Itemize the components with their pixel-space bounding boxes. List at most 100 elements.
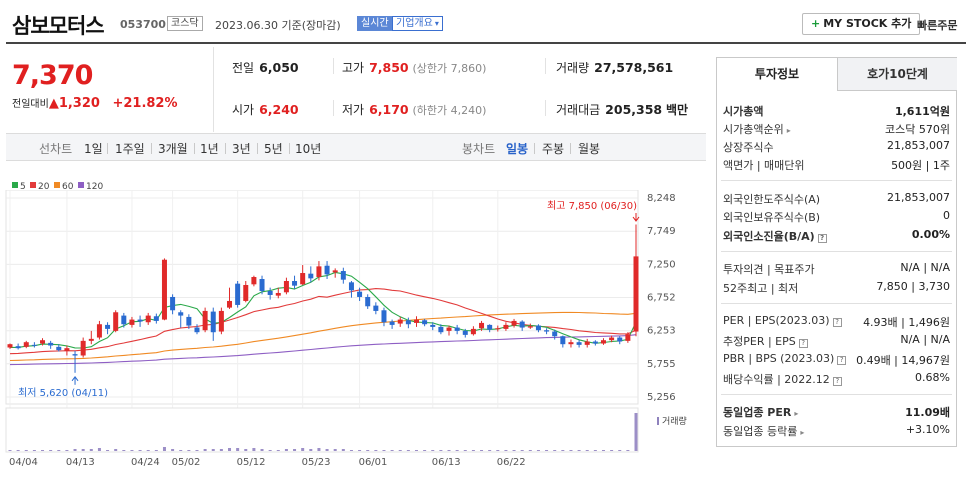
company-overview-dropdown[interactable]: 기업개요 ▾ (392, 16, 443, 31)
candle (137, 319, 143, 322)
candle (584, 341, 590, 345)
help-icon[interactable]: ? (817, 234, 827, 243)
tab-separator (107, 143, 108, 154)
tab-1year[interactable]: 1년 (200, 142, 219, 156)
volume-bar (358, 450, 362, 451)
prev-close: 전일 6,050 (232, 59, 299, 76)
tab-3months[interactable]: 3개월 (158, 142, 188, 156)
candle (300, 273, 306, 285)
low-value: 6,170 (369, 102, 409, 117)
candle (292, 281, 298, 286)
quick-order-link[interactable]: 빠른주문 (917, 19, 958, 32)
volume-bar (610, 450, 614, 451)
legend-ma60: 60 (54, 182, 73, 192)
amount-unit: 백만 (665, 103, 689, 117)
amount-value: 205,358 (605, 102, 663, 117)
realtime-tag[interactable]: 실시간 (357, 16, 393, 31)
foreign-limit-label: 외국인한도주식수(A) (723, 193, 821, 206)
ind-per-value: 11.09배 (905, 406, 950, 419)
candle (422, 320, 428, 325)
volume-bar (138, 450, 142, 451)
x-tick-label: 05/23 (302, 457, 331, 468)
help-icon[interactable]: ? (837, 356, 847, 365)
volume-bar (122, 450, 126, 451)
candle (56, 346, 62, 351)
tab-daily[interactable]: 일봉 (506, 142, 529, 156)
legend-ma5: 5 (12, 182, 26, 192)
tab-5years[interactable]: 5년 (264, 142, 283, 156)
div-value: 0.68% (915, 371, 950, 384)
help-icon[interactable]: ? (832, 377, 842, 386)
cell-divider (333, 58, 334, 74)
divider (721, 251, 952, 252)
volume-bar (130, 450, 134, 451)
tab-order-book[interactable]: 호가10단계 (837, 58, 957, 91)
price-chart[interactable]: 8,248 7,749 7,250 6,752 6,253 5,755 5,256 04/04… (0, 190, 712, 470)
tab-1week[interactable]: 1주일 (115, 142, 145, 156)
open-price: 시가 6,240 (232, 101, 299, 118)
volume-bar (536, 450, 540, 451)
est-per-eps: 추정PER | EPS? (723, 333, 808, 349)
candle (438, 326, 444, 333)
candle (535, 325, 541, 331)
volume-area (5, 407, 639, 453)
low-label: 저가 (342, 103, 365, 117)
candle (243, 284, 249, 301)
candle (600, 340, 606, 344)
tab-1day[interactable]: 1일 (84, 142, 103, 156)
moving-average-line (9, 311, 637, 362)
candle (405, 320, 411, 325)
volume-bar (65, 450, 69, 451)
legend-label: 60 (62, 182, 74, 192)
volume-bar (276, 450, 280, 451)
help-icon[interactable]: ? (832, 318, 842, 327)
moving-average-line (9, 334, 637, 366)
volume-bar (341, 449, 345, 451)
help-icon[interactable]: ? (798, 339, 808, 348)
volume-bar (561, 450, 565, 451)
tab-line-chart[interactable]: 선차트 (39, 142, 73, 156)
dividend-yield: 배당수익률 | 2022.12? (723, 371, 842, 387)
volume-bar (577, 450, 581, 451)
y-tick-label: 6,253 (647, 326, 676, 337)
investment-info-panel: 투자정보 호가10단계 시가총액 1,611억원 시가총액순위 ▸ 코스닥 570… (716, 57, 957, 447)
lower-limit-note: (하한가 4,240) (412, 104, 487, 117)
shares-label: 상장주식수 (723, 141, 774, 154)
industry-rate: 동일업종 등락률 ▸ (723, 423, 804, 439)
candle (519, 321, 525, 328)
candle (324, 265, 330, 275)
volume-bar (179, 450, 183, 451)
face-value-label: 액면가 | 매매단위 (723, 159, 805, 172)
volume-bar (431, 450, 435, 451)
tab-10years[interactable]: 10년 (295, 142, 322, 156)
candle (592, 341, 598, 344)
tab-3years[interactable]: 3년 (232, 142, 251, 156)
candle (218, 310, 224, 332)
volume-value: 27,578,561 (594, 60, 674, 75)
tab-monthly[interactable]: 월봉 (578, 142, 601, 156)
tab-weekly[interactable]: 주봉 (542, 142, 565, 156)
add-mystock-button[interactable]: + MY STOCK 추가 (802, 13, 921, 35)
week52-value: 7,850 | 3,730 (876, 280, 950, 293)
tab-candle-chart[interactable]: 봉차트 (462, 142, 496, 156)
divider (721, 303, 952, 304)
volume-bar (41, 450, 45, 451)
candle (397, 319, 403, 324)
candle (357, 291, 363, 297)
x-tick-label: 04/13 (66, 457, 95, 468)
high-value: 7,850 (369, 60, 409, 75)
x-tick-label: 04/24 (131, 457, 160, 468)
volume-bar (236, 448, 240, 451)
tab-investment-info[interactable]: 투자정보 (717, 58, 837, 91)
x-tick-label: 04/04 (9, 457, 38, 468)
per-label: PER | EPS(2023.03) (723, 314, 830, 327)
up-arrow-icon: ▲ (48, 96, 59, 111)
candle (560, 336, 566, 345)
candle (373, 305, 379, 311)
industry-per: 동일업종 PER ▸ (723, 404, 798, 420)
open-label: 시가 (232, 103, 255, 117)
y-tick-label: 5,256 (647, 392, 676, 403)
foreign-ratio-value: 0.00% (911, 228, 950, 241)
volume-bar (114, 449, 118, 451)
cell-divider (333, 100, 334, 116)
